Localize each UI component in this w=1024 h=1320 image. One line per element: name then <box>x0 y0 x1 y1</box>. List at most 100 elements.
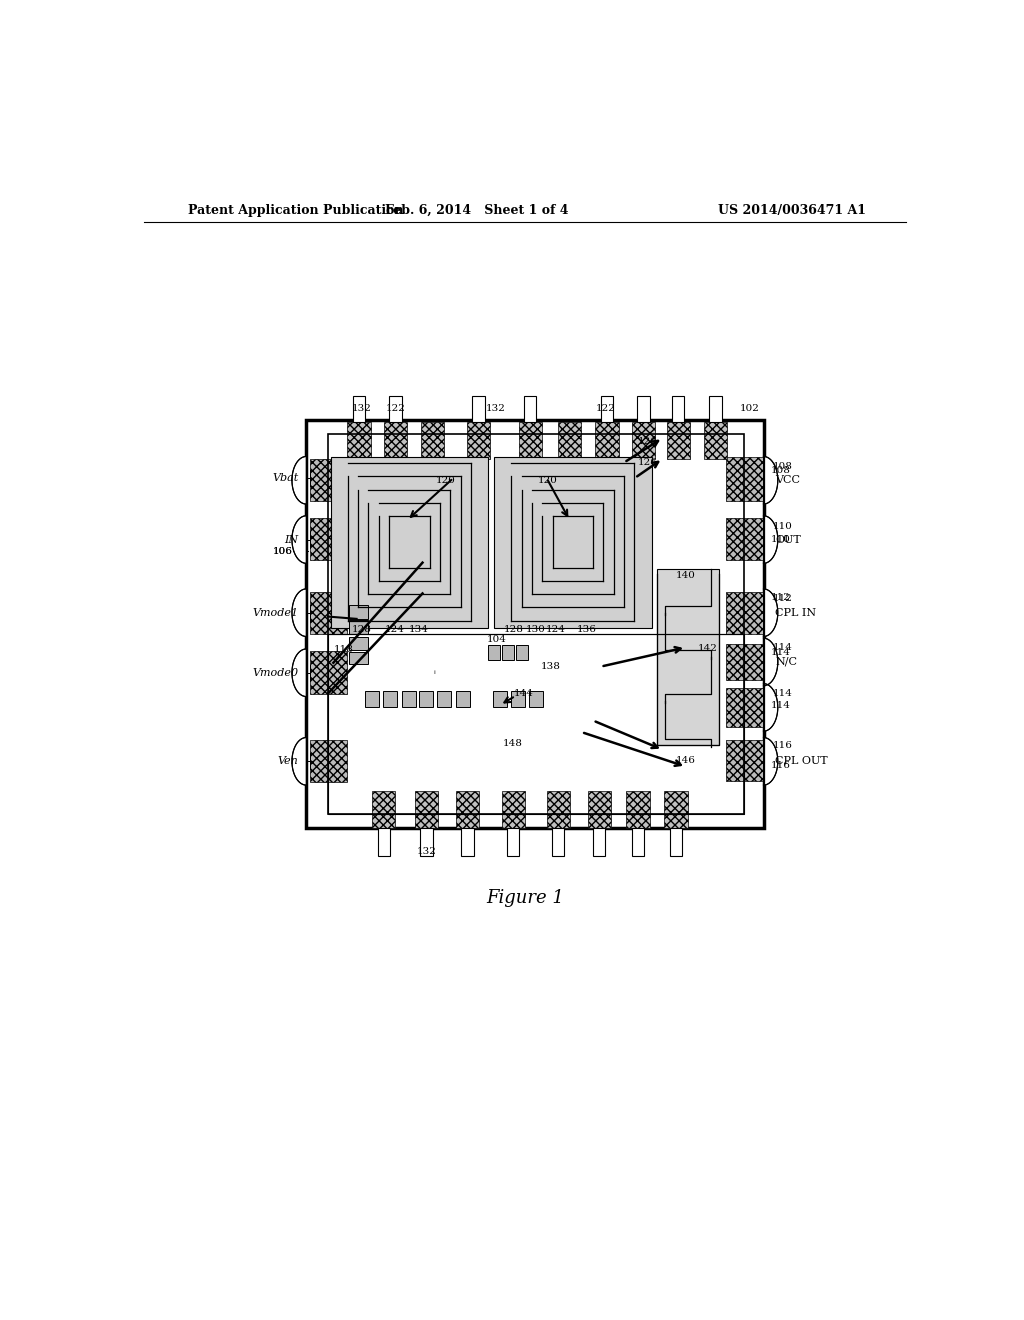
Bar <box>502 645 514 660</box>
Bar <box>507 829 519 857</box>
Bar <box>601 396 613 422</box>
Bar <box>547 792 569 829</box>
Polygon shape <box>764 516 778 564</box>
Text: N/C: N/C <box>775 657 798 667</box>
Bar <box>493 692 507 706</box>
Bar <box>726 591 764 635</box>
Text: 116: 116 <box>773 742 793 750</box>
Text: OUT: OUT <box>775 535 801 545</box>
Bar <box>657 569 719 744</box>
Text: 128: 128 <box>504 626 524 634</box>
Text: 114: 114 <box>771 648 792 657</box>
Bar <box>726 688 764 726</box>
Bar <box>461 829 474 857</box>
Text: 134: 134 <box>409 626 429 634</box>
Polygon shape <box>764 684 778 731</box>
Text: 102: 102 <box>740 404 760 413</box>
Text: 112: 112 <box>773 594 793 603</box>
Bar <box>389 396 401 422</box>
Bar <box>593 829 605 857</box>
Bar <box>456 792 479 829</box>
Text: 148: 148 <box>503 739 523 748</box>
Bar <box>558 422 582 459</box>
Bar <box>595 422 618 459</box>
Bar <box>726 517 764 560</box>
Polygon shape <box>292 738 306 785</box>
Text: IN: IN <box>285 535 298 545</box>
Bar <box>310 739 346 781</box>
Text: Feb. 6, 2014   Sheet 1 of 4: Feb. 6, 2014 Sheet 1 of 4 <box>385 205 569 218</box>
Text: 142: 142 <box>697 644 718 652</box>
Bar <box>421 422 444 459</box>
Text: 126: 126 <box>637 458 657 467</box>
Bar <box>494 457 652 628</box>
Bar <box>384 422 407 459</box>
Polygon shape <box>764 457 778 504</box>
Bar <box>703 422 727 459</box>
Bar <box>726 457 764 502</box>
Polygon shape <box>292 516 306 564</box>
Bar <box>420 829 432 857</box>
Bar <box>667 422 690 459</box>
Polygon shape <box>292 457 306 504</box>
Bar <box>710 396 722 422</box>
Text: Vbat: Vbat <box>272 473 298 483</box>
Text: 138: 138 <box>541 663 560 671</box>
Bar <box>349 652 369 664</box>
Polygon shape <box>292 649 306 697</box>
Bar <box>331 457 488 628</box>
Text: CPL OUT: CPL OUT <box>775 756 827 767</box>
Text: 110: 110 <box>771 535 792 544</box>
Polygon shape <box>764 589 778 636</box>
Bar <box>552 829 564 857</box>
Bar <box>665 792 687 829</box>
Bar <box>349 620 369 635</box>
Bar <box>352 396 366 422</box>
Bar <box>487 645 500 660</box>
Text: 126: 126 <box>637 437 657 446</box>
Bar <box>415 792 438 829</box>
Text: 132: 132 <box>417 847 436 855</box>
Text: 112: 112 <box>771 593 792 602</box>
Bar <box>670 829 682 857</box>
Polygon shape <box>292 589 306 636</box>
Text: 106: 106 <box>273 546 293 556</box>
Bar <box>306 420 764 829</box>
Bar <box>372 792 395 829</box>
Text: 106: 106 <box>273 546 293 556</box>
Text: 124: 124 <box>385 626 404 634</box>
Bar <box>632 422 655 459</box>
Bar <box>437 692 452 706</box>
Bar <box>672 396 684 422</box>
Polygon shape <box>764 738 778 785</box>
Bar <box>588 792 611 829</box>
Text: Figure 1: Figure 1 <box>485 888 564 907</box>
Text: 104: 104 <box>487 635 507 644</box>
Text: 122: 122 <box>385 404 406 413</box>
Bar <box>472 396 484 422</box>
Text: 140: 140 <box>676 572 696 581</box>
Bar <box>349 605 369 619</box>
Bar <box>347 422 371 459</box>
Text: 132: 132 <box>486 404 506 413</box>
Text: 132: 132 <box>352 404 372 413</box>
Text: 128: 128 <box>352 626 372 634</box>
Text: CPL IN: CPL IN <box>775 609 816 619</box>
Bar <box>726 739 764 780</box>
Bar <box>420 692 433 706</box>
Text: Patent Application Publication: Patent Application Publication <box>187 205 403 218</box>
Bar <box>310 517 346 560</box>
Text: 114: 114 <box>771 701 792 710</box>
Bar <box>401 692 416 706</box>
Text: VCC: VCC <box>775 475 800 486</box>
Bar <box>524 396 537 422</box>
Bar <box>310 459 346 502</box>
Text: 146: 146 <box>676 756 696 766</box>
Text: 108: 108 <box>771 466 792 475</box>
Text: 114: 114 <box>773 689 793 698</box>
Text: US 2014/0036471 A1: US 2014/0036471 A1 <box>718 205 866 218</box>
Text: 118: 118 <box>334 645 353 655</box>
Bar <box>637 396 649 422</box>
Text: Vmode1: Vmode1 <box>252 609 298 619</box>
Text: 130: 130 <box>525 626 546 634</box>
